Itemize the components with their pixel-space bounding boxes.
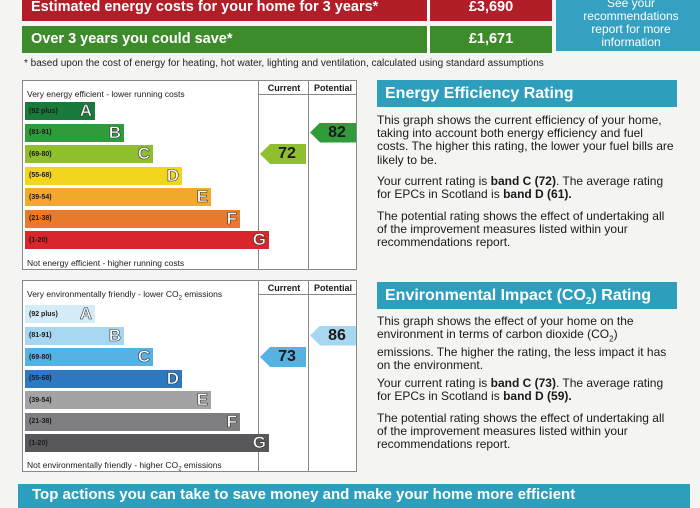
energy-bottom-label: Not energy efficient - higher running co… [27,258,185,268]
env-current-arrow: 73 [260,347,306,367]
band-letter: B [108,325,121,345]
environmental-impact-chart: Current Potential Very environmentally f… [22,280,357,473]
band-letter: E [196,390,208,410]
band-g: (1-20) G [25,230,269,250]
energy-potential-value: 82 [328,123,346,141]
env-rating-title: Environmental Impact (CO2) Rating [377,282,677,309]
band-letter: G [252,433,266,453]
band-range: (69-80) [29,150,52,158]
band-letter: C [137,347,150,367]
env-bottom-label: Not environmentally friendly - higher CO… [27,460,222,473]
band-g: (1-20) G [25,433,269,453]
env-current-value: 73 [278,348,296,365]
band-range: (92 plus) [29,310,58,318]
band-f: (21-38) F [25,208,240,228]
savings-value: £1,671 [427,26,552,53]
energy-potential-arrow: 82 [310,122,356,143]
band-letter: G [252,230,266,250]
band-range: (21-38) [29,215,52,222]
env-potential-value: 86 [328,326,346,344]
band-range: (21-38) [29,418,52,425]
energy-rating-title: Energy Efficiency Rating [377,80,677,107]
band-e: (39-54) E [25,187,211,207]
cost-footnote: * based upon the cost of energy for heat… [24,58,544,69]
band-letter: F [226,411,237,431]
energy-rating-para-2: Your current rating is band C (72). The … [377,174,664,202]
potential-column-header: Potential [313,283,352,293]
band-range: (81-91) [29,332,52,339]
estimated-costs-value: £3,690 [427,0,552,21]
band-f: (21-38) F [25,411,240,431]
energy-top-label: Very energy efficient - lower running co… [27,89,185,99]
env-potential-arrow: 86 [310,325,356,346]
band-range: (92 plus) [29,107,58,115]
band-range: (39-54) [29,193,52,201]
current-column-header: Current [267,83,301,93]
band-e: (39-54) E [25,390,211,410]
env-rating-para-1: This graph shows the effect of your home… [377,314,667,372]
env-top-label: Very environmentally friendly - lower CO… [27,289,223,302]
see-recommendations-box: See your recommendations report for more… [556,0,700,51]
band-range: (1-20) [29,439,48,447]
band-a: (92 plus) A [25,304,95,324]
current-column-header: Current [267,283,301,293]
band-letter: C [137,144,150,164]
band-range: (1-20) [29,236,48,244]
band-letter: D [166,368,179,388]
band-letter: E [196,187,208,207]
band-letter: A [79,101,92,121]
band-letter: D [166,165,179,185]
band-range: (81-91) [29,129,52,136]
env-rating-para-3: The potential rating shows the effect of… [377,411,665,452]
top-actions-banner: Top actions you can take to save money a… [18,484,690,508]
energy-current-arrow: 72 [260,144,306,164]
energy-current-value: 72 [278,145,296,162]
band-range: (69-80) [29,353,52,361]
energy-efficiency-chart: Current Potential Very energy efficient … [22,80,357,270]
see-recommendations-text: See your recommendations report for more… [583,0,679,49]
band-a: (92 plus) A [25,101,95,121]
band-range: (39-54) [29,396,52,404]
estimated-costs-label: Estimated energy costs for your home for… [22,0,427,21]
savings-label: Over 3 years you could save* [22,26,427,53]
band-b: (81-91) B [25,325,124,345]
band-letter: A [79,304,92,324]
env-rating-para-2: Your current rating is band C (73). The … [377,376,664,404]
band-c: (69-80) C [25,347,153,367]
estimated-costs-row: Estimated energy costs for your home for… [22,0,552,21]
band-c: (69-80) C [25,144,153,164]
potential-column-header: Potential [313,83,352,93]
energy-rating-para-3: The potential rating shows the effect of… [377,209,665,250]
savings-row: Over 3 years you could save* £1,671 [22,26,552,53]
band-letter: F [226,208,237,228]
band-letter: B [108,122,121,142]
band-range: (55-68) [29,172,52,179]
energy-rating-para-1: This graph shows the current efficiency … [377,113,674,167]
band-d: (55-68) D [25,165,182,185]
band-range: (55-68) [29,375,52,382]
band-b: (81-91) B [25,122,124,142]
band-d: (55-68) D [25,368,182,388]
